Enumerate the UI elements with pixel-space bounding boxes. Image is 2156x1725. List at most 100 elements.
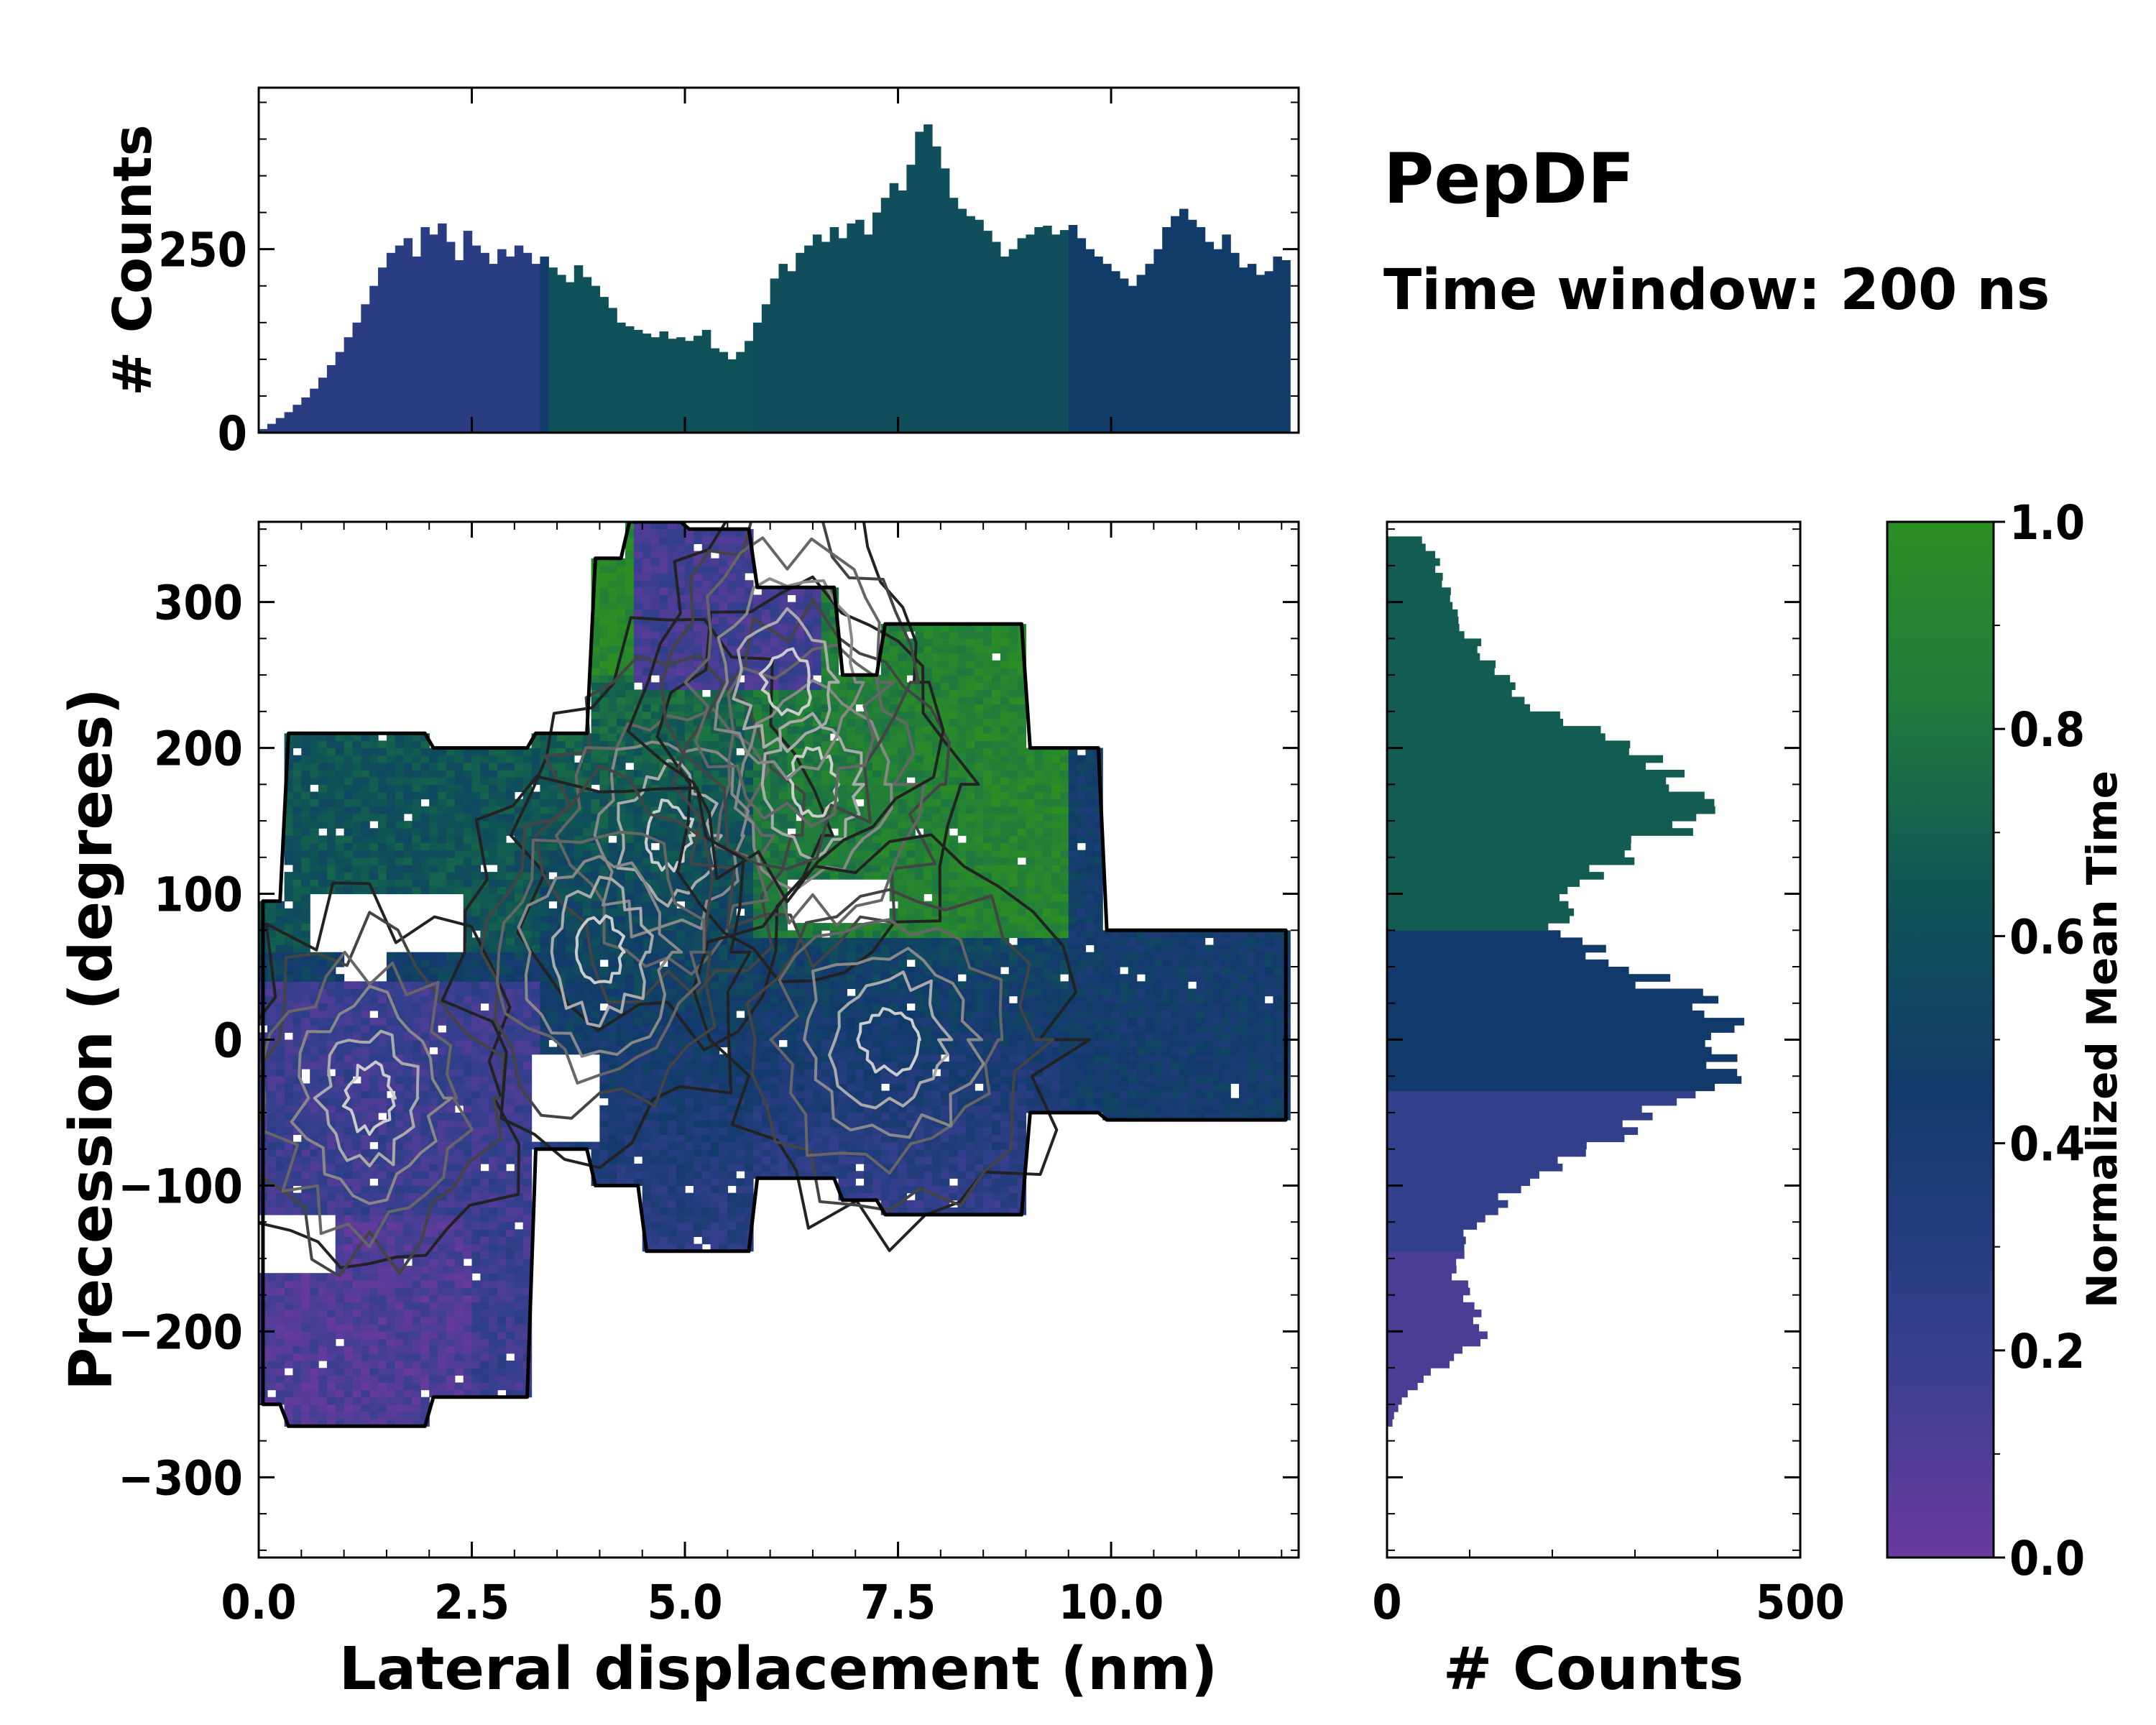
heatmap-cell [676,1222,686,1230]
heatmap-cell [659,1222,668,1230]
heatmap-cell [582,1010,592,1018]
heatmap-cell [352,813,361,822]
heatmap-cell [608,573,617,581]
heatmap-cell [301,1003,310,1011]
heatmap-cell [284,1127,294,1135]
heatmap-cell [489,1361,498,1368]
heatmap-cell [633,1149,643,1157]
heatmap-cell [599,594,609,603]
heatmap-cell [292,1149,302,1157]
heatmap-cell [386,1061,396,1070]
heatmap-cell [497,1229,507,1237]
heatmap-cell [454,1083,464,1092]
heatmap-cell [752,937,763,946]
heatmap-cell [301,1375,310,1383]
heatmap-cell [566,967,575,975]
heatmap-cell [676,551,686,559]
heatmap-cell [557,879,566,887]
heatmap-cell [701,879,711,887]
heatmap-cell [267,1302,277,1310]
heatmap-cell [369,791,379,800]
heatmap-cell [420,1141,430,1150]
heatmap-cell [719,1127,728,1135]
heatmap-cell [386,1266,396,1274]
heatmap-cell [745,580,754,588]
heatmap-cell [650,631,660,639]
heatmap-cell [719,893,728,902]
heatmap-cell [301,755,310,763]
heatmap-cell [573,1003,584,1011]
top-histogram-bar [1187,219,1197,433]
heatmap-cell [676,1141,686,1150]
heatmap-cell [292,1083,302,1092]
heatmap-cell [335,1171,345,1179]
heatmap-cell [454,879,464,887]
heatmap-cell [310,806,319,814]
heatmap-cell [522,1192,533,1201]
heatmap-cell [361,1003,370,1011]
heatmap-cell [668,1171,677,1179]
heatmap-cell [301,733,310,741]
heatmap-cell [301,784,310,792]
heatmap-cell [395,1229,405,1237]
heatmap-cell [292,799,302,807]
heatmap-cell [386,1338,396,1347]
heatmap-cell [412,1375,421,1383]
top-histogram-bar [540,256,549,433]
heatmap-cell [548,748,558,756]
heatmap-cell [471,893,481,902]
heatmap-cell [676,645,686,654]
heatmap-cell [301,981,310,989]
heatmap-cell [676,813,686,822]
heatmap-cell [633,981,643,989]
top-histogram-bar [1256,275,1266,433]
heatmap-cell [454,886,464,895]
heatmap-cell [352,835,361,844]
heatmap-cell [480,995,489,1004]
heatmap-cell [361,1375,370,1383]
heatmap-cell [531,937,540,946]
heatmap-cell [650,689,660,698]
heatmap-cell [752,835,763,844]
heatmap-cell [557,835,566,844]
heatmap-cell [489,1258,498,1266]
heatmap-cell [727,704,737,712]
heatmap-cell [582,1003,592,1011]
heatmap-cell [438,1069,447,1077]
heatmap-cell [685,937,694,946]
heatmap-cell [438,1382,447,1391]
heatmap-cell [608,821,617,829]
heatmap-cell [489,901,498,909]
heatmap-cell [617,565,626,574]
heatmap-cell [378,1266,387,1274]
heatmap-cell [369,1054,379,1062]
heatmap-cell [352,1317,361,1325]
heatmap-cell [454,1258,464,1266]
heatmap-cell [761,923,771,931]
heatmap-cell [480,755,489,763]
heatmap-cell [582,806,592,814]
heatmap-cell [352,1054,361,1062]
heatmap-cell [566,1010,575,1018]
heatmap-cell [693,1164,703,1172]
heatmap-cell [650,1236,660,1245]
heatmap-cell [736,1018,745,1026]
heatmap-cell [284,1054,294,1062]
heatmap-cell [446,1207,456,1215]
heatmap-cell [633,551,643,559]
heatmap-cell [668,901,677,909]
heatmap-cell [745,1046,754,1055]
heatmap-cell [608,704,617,712]
heatmap-cell [676,930,686,938]
heatmap-cell [420,1302,430,1310]
heatmap-cell [522,1141,533,1150]
heatmap-cell [344,1134,354,1143]
heatmap-cell [642,770,652,778]
heatmap-cell [446,872,456,880]
heatmap-cell [693,901,703,909]
heatmap-cell [676,1192,686,1201]
heatmap-cell [438,828,447,836]
heatmap-cell [668,872,677,880]
heatmap-cell [710,573,720,581]
heatmap-cell [292,1113,302,1121]
